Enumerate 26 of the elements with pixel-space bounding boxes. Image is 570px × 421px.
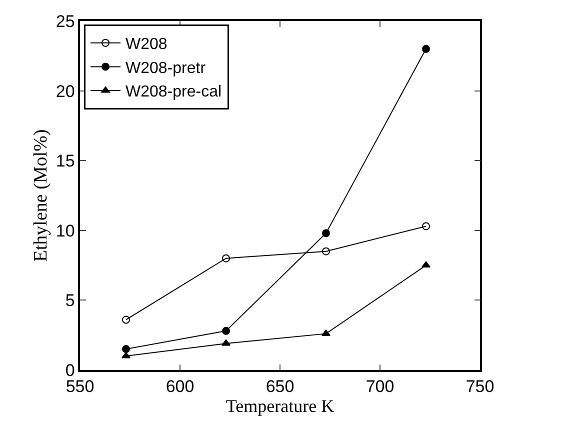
x-tick-label: 550: [66, 377, 94, 396]
point: [422, 44, 430, 53]
y-tick-label: 20: [56, 82, 75, 101]
legend-label: W208-pre-cal: [126, 84, 222, 101]
legend-label: W208: [126, 36, 168, 54]
point: [222, 254, 230, 262]
point: [222, 326, 230, 335]
y-tick-label: 25: [56, 12, 75, 31]
x-tick-label: 700: [366, 377, 394, 396]
y-tick-label: 0: [65, 360, 75, 380]
point: [322, 247, 330, 256]
x-tick-label: 650: [266, 377, 294, 396]
y-tick-label: 5: [65, 291, 75, 310]
x-tick-label: 600: [166, 377, 194, 396]
point: [421, 261, 431, 268]
y-axis-title: Ethylene (Mol%): [30, 129, 52, 262]
point: [422, 222, 430, 230]
point: [322, 229, 330, 238]
y-tick-label: 15: [56, 152, 75, 171]
point: [122, 316, 130, 324]
x-axis-title: Temperature K: [226, 396, 334, 416]
legend-label: W208-pretr: [126, 60, 206, 77]
y-tick-label: 10: [56, 221, 75, 240]
point: [221, 339, 231, 346]
point: [122, 345, 130, 354]
x-tick-label: 750: [466, 377, 494, 396]
